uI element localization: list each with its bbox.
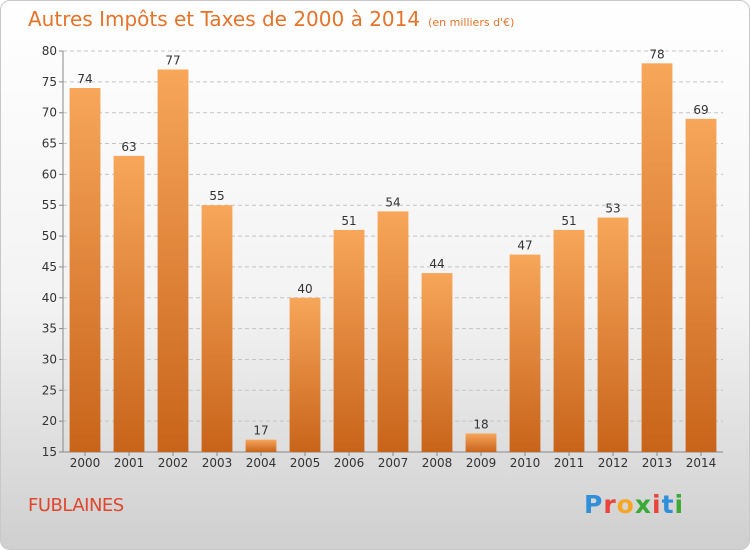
x-tick-label: 2003	[202, 456, 233, 470]
x-tick-label: 2014	[686, 456, 717, 470]
logo-letter: r	[603, 490, 617, 519]
x-tick-label: 2004	[246, 456, 277, 470]
bar	[421, 273, 453, 452]
x-tick-label: 2006	[334, 456, 365, 470]
bar-value-label: 77	[165, 54, 180, 68]
bar	[333, 229, 365, 452]
bar	[289, 297, 321, 452]
town-name: FUBLAINES	[28, 495, 124, 516]
bar-value-label: 44	[429, 257, 444, 271]
x-tick-label: 2008	[422, 456, 453, 470]
x-tick-label: 2012	[598, 456, 629, 470]
y-tick-label: 75	[42, 75, 57, 89]
y-tick-label: 45	[42, 260, 57, 274]
bar	[113, 155, 145, 452]
x-tick-label: 2009	[466, 456, 497, 470]
unit-label: (en milliers d'€)	[428, 16, 515, 29]
y-tick-label: 80	[42, 44, 57, 58]
bar	[465, 433, 497, 452]
x-tick-label: 2007	[378, 456, 409, 470]
y-tick-label: 40	[42, 291, 57, 305]
x-tick-label: 2000	[70, 456, 101, 470]
x-tick-label: 2010	[510, 456, 541, 470]
y-tick-label: 35	[42, 322, 57, 336]
bar-value-label: 54	[385, 195, 400, 209]
title-text: Autres Impôts et Taxes de 2000 à 2014	[28, 7, 421, 31]
bar	[509, 254, 541, 452]
logo-letter: i	[652, 490, 662, 519]
bar	[641, 63, 673, 452]
x-tick-label: 2002	[158, 456, 189, 470]
y-tick-label: 25	[42, 383, 57, 397]
x-tick-label: 2005	[290, 456, 321, 470]
y-tick-label: 70	[42, 106, 57, 120]
bar	[597, 217, 629, 452]
bar-value-label: 40	[297, 282, 312, 296]
chart-title: Autres Impôts et Taxes de 2000 à 2014 (en…	[28, 7, 514, 31]
bar-value-label: 51	[561, 214, 576, 228]
logo-letter: P	[584, 490, 604, 519]
bar	[245, 439, 277, 452]
logo-letter: x	[634, 490, 652, 519]
bar	[377, 211, 409, 452]
bar-value-label: 63	[121, 140, 136, 154]
bar-value-label: 18	[473, 417, 488, 431]
bar	[553, 229, 585, 452]
y-tick-label: 30	[42, 352, 57, 366]
bar-value-label: 17	[253, 424, 268, 438]
bar-value-label: 55	[209, 189, 224, 203]
logo-letter: o	[616, 490, 635, 519]
x-tick-label: 2013	[642, 456, 673, 470]
y-tick-label: 60	[42, 167, 57, 181]
x-tick-label: 2011	[554, 456, 585, 470]
logo-letter: t	[661, 490, 675, 519]
bar-value-label: 78	[649, 47, 664, 61]
bar-value-label: 69	[693, 103, 708, 117]
bar	[201, 205, 233, 452]
x-tick-label: 2001	[114, 456, 145, 470]
y-tick-label: 20	[42, 414, 57, 428]
logo-letter: i	[674, 490, 685, 519]
proxiti-logo: Proxiti	[584, 490, 684, 519]
y-tick-label: 15	[42, 445, 57, 459]
bar	[69, 88, 101, 452]
bar-value-label: 53	[605, 202, 620, 216]
y-tick-label: 55	[42, 198, 57, 212]
bar	[157, 69, 189, 452]
bar-value-label: 74	[77, 72, 92, 86]
bar-value-label: 47	[517, 239, 532, 253]
bar	[685, 118, 717, 452]
bar-value-label: 51	[341, 214, 356, 228]
y-tick-label: 65	[42, 137, 57, 151]
y-tick-label: 50	[42, 229, 57, 243]
